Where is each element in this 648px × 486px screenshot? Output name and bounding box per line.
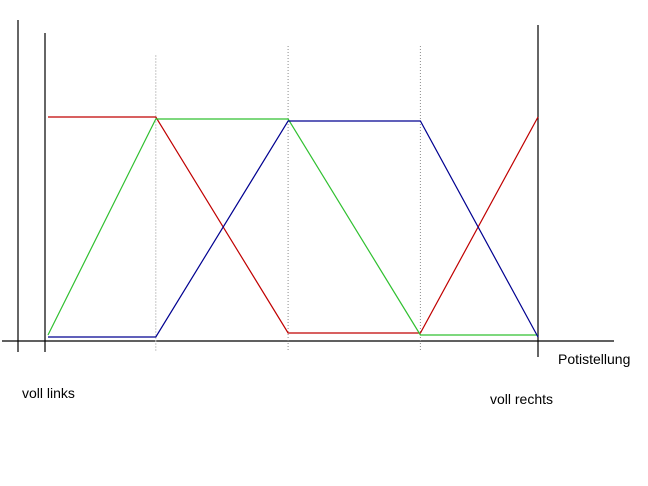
red-curve (48, 116, 539, 334)
axes (2, 20, 614, 357)
series-lines (47, 116, 539, 338)
x-axis-left-annotation: voll links (22, 385, 75, 401)
x-axis-right-annotation: voll rechts (490, 391, 554, 407)
gridlines (155, 46, 421, 352)
x-axis-title: Potistellung (558, 351, 631, 367)
green-curve (47, 118, 538, 336)
blue-curve (48, 120, 539, 338)
